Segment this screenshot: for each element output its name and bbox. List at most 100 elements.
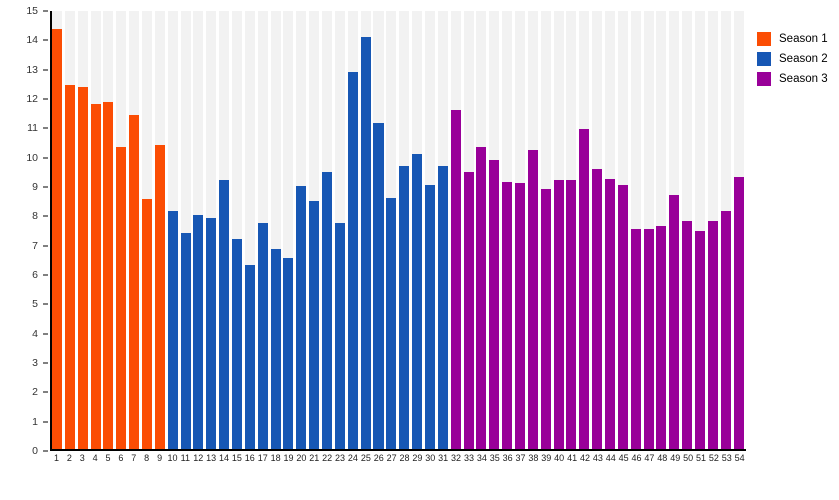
x-tick-label-37: 37 [515, 453, 526, 463]
plot-area [50, 11, 746, 451]
bar-episode-54 [733, 177, 744, 449]
bar-slot-10 [167, 11, 181, 449]
bar-episode-31 [437, 165, 448, 449]
bar-slot-1 [52, 11, 65, 449]
x-tick-label-4: 4 [92, 453, 98, 463]
bar-episode-33 [463, 171, 474, 449]
bar-episode-2 [64, 85, 75, 449]
bar-slot-18 [270, 11, 284, 449]
y-tick-mark-1 [43, 421, 48, 423]
bar-slot-39 [540, 11, 554, 449]
legend-item-season-3: Season 3 [757, 69, 828, 89]
legend-swatch-season-2-icon [757, 52, 771, 66]
bar-slot-35 [489, 11, 502, 449]
x-tick-label-38: 38 [528, 453, 539, 463]
x-tick-label-43: 43 [592, 453, 603, 463]
y-tick-label-14: 14 [26, 34, 38, 47]
bar-slot-44 [604, 11, 618, 449]
bar-episode-14 [219, 180, 230, 449]
bar-slot-23 [334, 11, 348, 449]
bar-episode-28 [399, 165, 410, 449]
bar-slot-37 [514, 11, 528, 449]
bar-episode-34 [476, 146, 487, 449]
x-tick-label-45: 45 [618, 453, 629, 463]
x-tick-label-19: 19 [283, 453, 294, 463]
bar-episode-18 [270, 248, 281, 449]
bar-slot-9 [154, 11, 168, 449]
y-tick-label-11: 11 [27, 122, 38, 135]
y-tick-label-9: 9 [32, 181, 38, 193]
bar-episode-27 [386, 197, 397, 449]
y-tick-label-2: 2 [32, 386, 38, 399]
x-tick-label-52: 52 [708, 453, 719, 463]
x-tick-label-30: 30 [425, 453, 436, 463]
bar-slot-12 [193, 11, 206, 449]
x-tick-label-17: 17 [257, 453, 268, 463]
bar-slot-21 [309, 11, 322, 449]
y-tick-mark-12 [43, 98, 48, 100]
bar-episode-10 [167, 211, 178, 449]
bar-episode-15 [232, 238, 243, 449]
y-tick-mark-10 [43, 157, 48, 159]
bar-slot-31 [437, 11, 451, 449]
bar-episode-20 [296, 186, 307, 449]
bar-slot-2 [64, 11, 78, 449]
bar-episode-37 [514, 183, 525, 449]
bar-slot-34 [476, 11, 489, 449]
bar-episode-12 [193, 215, 204, 449]
bar-slot-6 [116, 11, 129, 449]
bar-slot-14 [219, 11, 232, 449]
y-tick-label-12: 12 [26, 93, 38, 105]
bar-slot-53 [720, 11, 734, 449]
y-tick-mark-7 [43, 245, 48, 247]
bar-slot-7 [129, 11, 142, 449]
bar-episode-52 [707, 221, 718, 449]
bar-episode-24 [347, 72, 358, 449]
y-tick-label-4: 4 [32, 327, 38, 340]
x-tick-label-34: 34 [476, 453, 487, 463]
legend-label-season-3: Season 3 [779, 73, 828, 85]
bar-episode-32 [450, 110, 461, 449]
y-tick-label-10: 10 [26, 151, 38, 164]
bar-episode-41 [566, 180, 577, 449]
x-tick-label-44: 44 [605, 453, 616, 463]
bar-slot-50 [682, 11, 695, 449]
x-tick-label-9: 9 [157, 453, 163, 463]
y-tick-mark-13 [43, 69, 48, 71]
bar-track-15 [232, 11, 243, 449]
legend-swatch-season-3-icon [757, 72, 771, 86]
bar-slot-47 [643, 11, 657, 449]
bar-episode-16 [244, 265, 255, 449]
bar-episode-49 [669, 194, 680, 449]
x-tick-label-36: 36 [502, 453, 513, 463]
bar-slot-17 [257, 11, 271, 449]
bar-episode-13 [206, 218, 217, 449]
y-tick-mark-3 [43, 362, 48, 364]
x-tick-label-24: 24 [347, 453, 358, 463]
legend-label-season-1: Season 1 [779, 33, 828, 45]
x-tick-label-32: 32 [451, 453, 462, 463]
bar-track-19 [283, 11, 294, 449]
bar-slot-48 [656, 11, 669, 449]
x-tick-label-7: 7 [131, 453, 137, 463]
bar-slot-30 [424, 11, 438, 449]
legend-label-season-2: Season 2 [779, 53, 828, 65]
y-tick-mark-8 [43, 215, 48, 217]
bar-slot-32 [450, 11, 464, 449]
bar-episode-53 [720, 211, 731, 449]
y-tick-label-3: 3 [32, 357, 38, 369]
bar-slot-28 [399, 11, 412, 449]
x-tick-label-22: 22 [322, 453, 333, 463]
legend-swatch-season-1-icon [757, 32, 771, 46]
bar-episode-29 [412, 154, 423, 449]
x-tick-label-2: 2 [66, 453, 72, 463]
bar-slot-52 [707, 11, 721, 449]
bar-slot-40 [553, 11, 567, 449]
bar-slot-22 [322, 11, 335, 449]
bar-episode-42 [579, 129, 590, 449]
bar-slot-42 [579, 11, 592, 449]
legend: Season 1 Season 2 Season 3 [757, 29, 828, 89]
bar-episode-48 [656, 225, 667, 449]
bar-episode-19 [283, 257, 294, 449]
bar-slot-45 [617, 11, 631, 449]
